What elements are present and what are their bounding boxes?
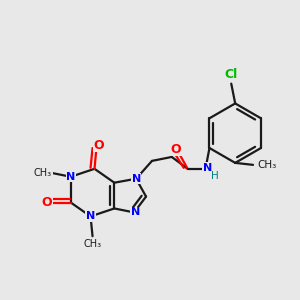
Text: O: O [93,139,104,152]
Text: N: N [130,207,140,218]
Text: Cl: Cl [225,68,238,81]
Text: O: O [170,142,181,155]
Text: CH₃: CH₃ [83,239,102,249]
Text: N: N [131,174,141,184]
Text: N: N [66,172,75,182]
Text: CH₃: CH₃ [257,160,276,170]
Text: H: H [211,171,218,181]
Text: N: N [86,212,95,221]
Text: N: N [203,163,212,173]
Text: O: O [42,196,52,209]
Text: CH₃: CH₃ [34,168,52,178]
